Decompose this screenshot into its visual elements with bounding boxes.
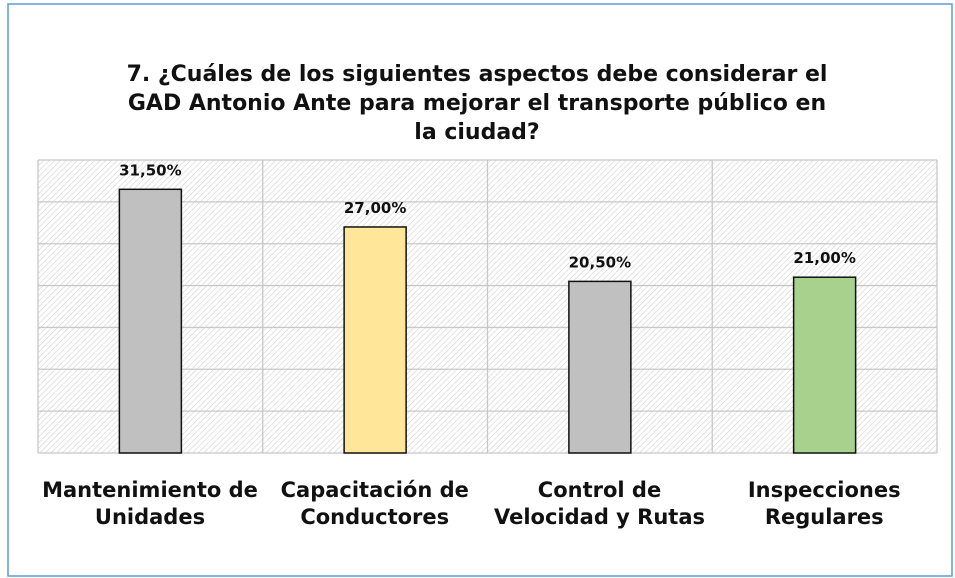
x-tick-label: Control de Velocidad y Rutas: [494, 478, 705, 529]
chart-title: 7. ¿Cuáles de los siguientes aspectos de…: [126, 62, 828, 145]
data-label: 20,50%: [569, 253, 631, 271]
x-tick-label: Mantenimiento de Unidades: [42, 478, 258, 529]
data-label: 21,00%: [793, 249, 855, 267]
bar: [118, 188, 183, 454]
bar: [792, 276, 857, 454]
data-label: 31,50%: [119, 161, 181, 179]
x-tick-label: Inspecciones Regulares: [747, 478, 901, 529]
bar: [568, 280, 632, 454]
bar: [343, 226, 407, 454]
x-tick-label: Capacitación de Conductores: [280, 478, 469, 529]
data-label: 27,00%: [344, 199, 406, 217]
